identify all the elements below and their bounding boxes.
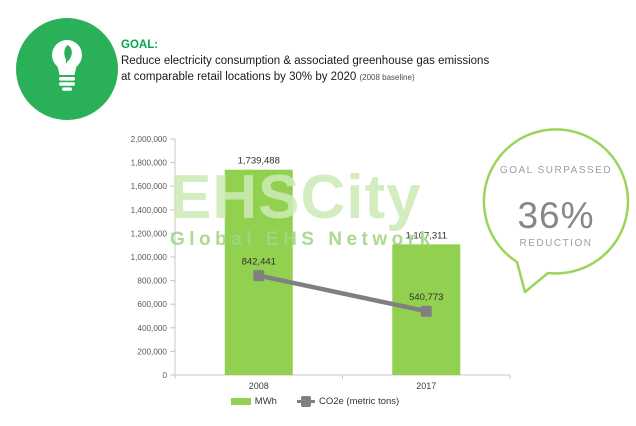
lightbulb-leaf-icon [45,37,89,102]
speech-bubble-outline [482,128,630,294]
x-axis-label-2017: 2017 [416,381,436,391]
marker-label-2017: 540,773 [409,292,443,303]
goal-surpassed-badge: GOAL SURPASSED 36% REDUCTION [482,128,630,294]
badge-line2: REDUCTION [520,238,593,249]
legend-label-mwh: MWh [254,396,277,407]
legend-item-co2e: CO2e (metric tons) [296,396,400,407]
y-axis-label: 400,000 [137,324,167,333]
badge-value: 36% [517,195,594,236]
goal-heading: GOAL: [121,39,159,51]
y-axis-label: 1,400,000 [131,206,168,215]
y-axis-label: 1,600,000 [131,182,168,191]
co2e-line [258,273,427,314]
legend-item-mwh: MWh [230,396,277,407]
chart-legend: MWh CO2e (metric tons) [80,396,550,407]
y-axis-label: 600,000 [137,300,167,309]
y-axis-label: 1,200,000 [131,229,168,238]
y-axis-label: 2,000,000 [131,135,168,144]
co2e-swatch-icon [296,396,315,407]
bar-label-2008: 1,739,488 [238,156,280,167]
y-axis-label: 200,000 [137,347,167,356]
legend-label-co2e: CO2e (metric tons) [318,396,400,407]
marker-2017 [420,305,432,317]
badge-line1: GOAL SURPASSED [500,165,612,176]
goal-baseline-note: (2008 baseline) [359,73,415,82]
y-axis-label: 800,000 [137,277,167,286]
marker-2008 [253,270,265,282]
mwh-swatch-icon [230,398,251,405]
x-axis-label-2008: 2008 [249,381,269,391]
bar-label-2017: 1,107,311 [405,230,447,241]
bar-line-chart: 0 200,000 400,000 600,000 800,000 1,000,000 1,… [131,135,511,391]
goal-icon-circle [16,18,118,120]
y-axis-label: 0 [162,371,167,380]
marker-label-2008: 842,441 [242,257,276,268]
y-axis-label: 1,000,000 [131,253,168,262]
goal-description-line2: at comparable retail locations by 30% by… [121,71,415,83]
goal-description-line1: Reduce electricity consumption & associa… [121,55,490,67]
y-axis-label: 1,800,000 [131,159,168,168]
